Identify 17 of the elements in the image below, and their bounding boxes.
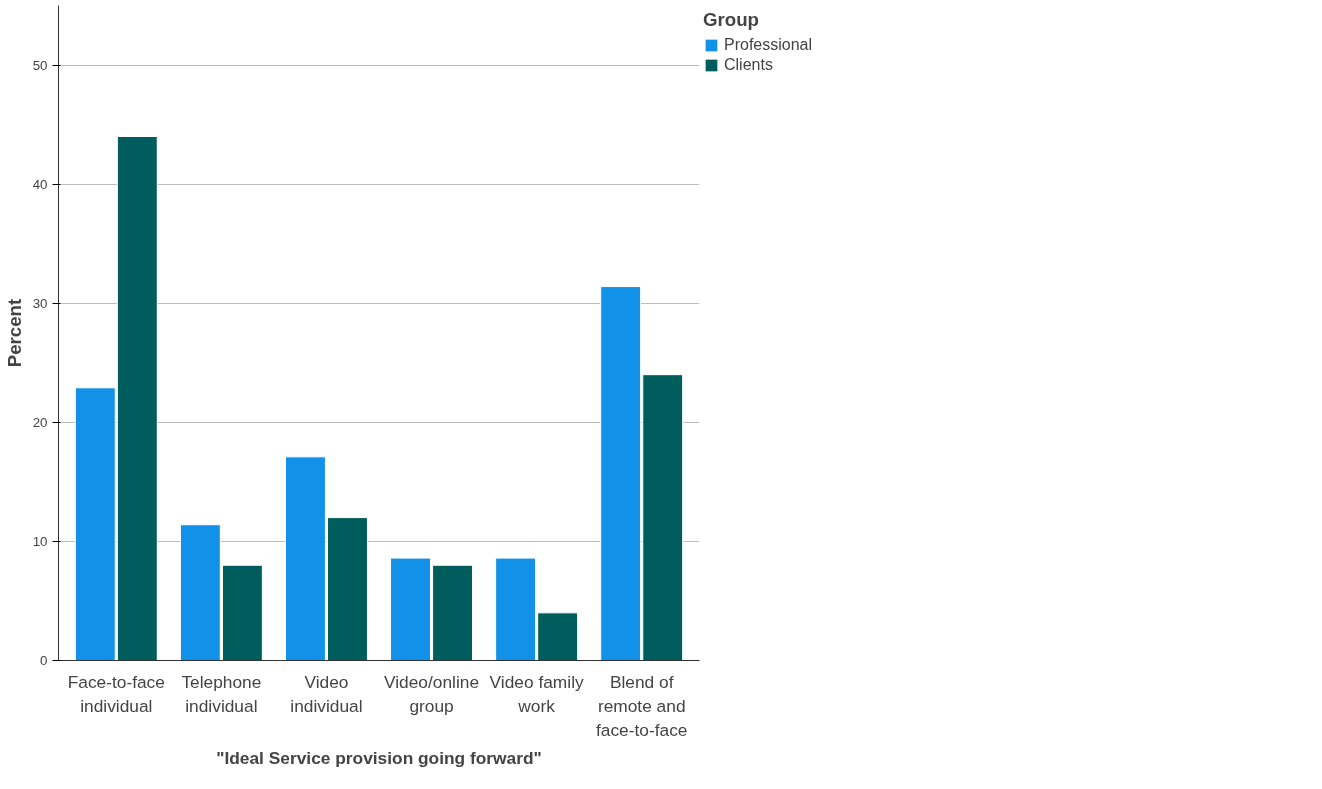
y-tick-label: 50 xyxy=(32,57,48,73)
x-tick-label: Blend of remote and face-to-face xyxy=(595,671,688,740)
y-axis-title: Percent xyxy=(3,298,25,368)
x-tick-label: Video family work xyxy=(489,671,584,716)
x-axis-title: "Ideal Service provision going forward" xyxy=(216,747,542,768)
x-tick-label: Video/online group xyxy=(384,671,480,716)
y-tick-label: 20 xyxy=(32,414,48,430)
x-tick-label: Face-to-face individual xyxy=(67,671,165,716)
y-tick-label: 30 xyxy=(32,295,48,311)
y-tick-label: 10 xyxy=(32,533,48,549)
x-tick-label: Video individual xyxy=(290,671,363,716)
legend-title: Group xyxy=(703,9,760,31)
legend-label: Clients xyxy=(724,56,773,74)
y-tick-label: 0 xyxy=(40,653,48,668)
x-tick-label: Telephone individual xyxy=(181,671,262,716)
y-tick-label: 40 xyxy=(32,176,48,192)
legend-label: Professional xyxy=(724,36,813,54)
